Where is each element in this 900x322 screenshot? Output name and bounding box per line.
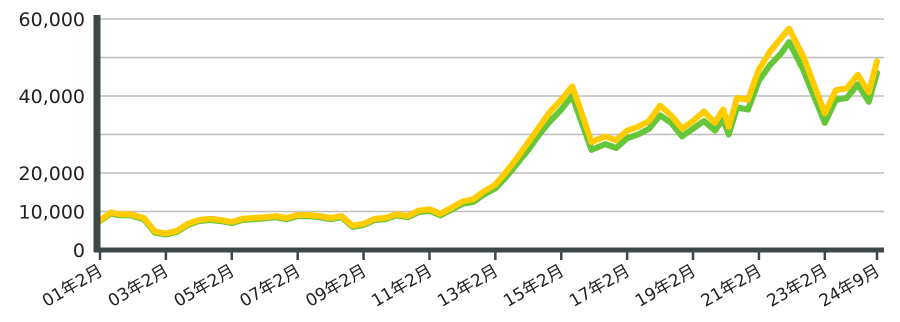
y-tick-label: 60,000 — [19, 9, 85, 31]
axes — [93, 15, 884, 253]
x-tick-label: 09年2月 — [303, 261, 371, 312]
x-tick-label: 07年2月 — [237, 261, 305, 312]
x-tick-label: 03年2月 — [105, 261, 173, 312]
y-axis-ticks: 0 10,000 20,000 40,000 60,000 — [19, 9, 85, 262]
x-tick-label: 19年2月 — [632, 261, 700, 312]
series-lines — [97, 25, 880, 238]
y-tick-label: 20,000 — [19, 163, 85, 185]
y-tick-label: 10,000 — [19, 202, 85, 224]
gridlines — [97, 18, 884, 213]
y-tick-label: 0 — [73, 240, 85, 262]
x-tick-label: 13年2月 — [434, 261, 502, 312]
x-tick-label: 15年2月 — [500, 261, 568, 312]
y-tick-label: 40,000 — [19, 86, 85, 108]
x-tick-label: 24年9月 — [816, 261, 884, 312]
x-tick-label: 21年2月 — [698, 261, 766, 312]
x-axis-ticks: 01年2月03年2月05年2月07年2月09年2月11年2月13年2月15年2月… — [39, 250, 884, 312]
x-tick-label: 17年2月 — [566, 261, 634, 312]
x-tick-label: 05年2月 — [171, 261, 239, 312]
x-tick-label: 11年2月 — [368, 261, 436, 312]
series-line-2 — [97, 25, 880, 237]
x-tick-label: 01年2月 — [39, 261, 107, 312]
